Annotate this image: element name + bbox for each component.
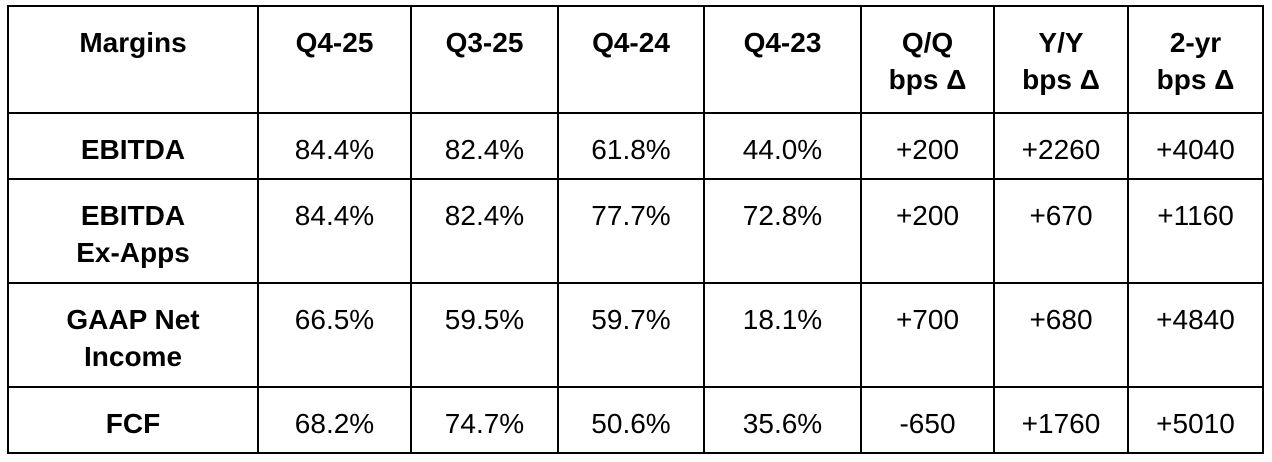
cell: +2260 — [993, 112, 1129, 180]
cell: +700 — [860, 282, 995, 388]
cell: +4840 — [1127, 282, 1264, 388]
cell: 18.1% — [703, 282, 862, 388]
cell: +1160 — [1127, 178, 1264, 284]
header-cell: Q4-23 — [703, 5, 862, 114]
cell: 74.7% — [410, 386, 559, 454]
table-row: EBITDA 84.4% 82.4% 61.8% 44.0% +200 +2260 +4040 — [7, 112, 1264, 180]
cell: 61.8% — [557, 112, 705, 180]
margins-table: Margins Q4-25 Q3-25 Q4-24 Q4-23 Q/Q bps Δ Y/Y … — [7, 5, 1264, 454]
cell: 84.4% — [257, 178, 412, 284]
cell: 44.0% — [703, 112, 862, 180]
row-label: EBITDA — [7, 112, 259, 180]
cell: 82.4% — [410, 112, 559, 180]
table-row: FCF 68.2% 74.7% 50.6% 35.6% -650 +1760 +5010 — [7, 386, 1264, 454]
cell: -650 — [860, 386, 995, 454]
cell: +670 — [993, 178, 1129, 284]
cell: +1760 — [993, 386, 1129, 454]
table-row: GAAP Net Income 66.5% 59.5% 59.7% 18.1% +700 +… — [7, 282, 1264, 388]
cell: 84.4% — [257, 112, 412, 180]
cell: +4040 — [1127, 112, 1264, 180]
cell: +200 — [860, 178, 995, 284]
header-cell: Margins — [7, 5, 259, 114]
cell: +680 — [993, 282, 1129, 388]
cell: 77.7% — [557, 178, 705, 284]
cell: 35.6% — [703, 386, 862, 454]
cell: 82.4% — [410, 178, 559, 284]
cell: +200 — [860, 112, 995, 180]
header-cell: Q4-25 — [257, 5, 412, 114]
cell: +5010 — [1127, 386, 1264, 454]
cell: 72.8% — [703, 178, 862, 284]
cell: 66.5% — [257, 282, 412, 388]
row-label: EBITDA Ex-Apps — [7, 178, 259, 284]
table-body: EBITDA 84.4% 82.4% 61.8% 44.0% +200 +2260 +4040… — [7, 112, 1264, 454]
header-cell: Q4-24 — [557, 5, 705, 114]
header-row: Margins Q4-25 Q3-25 Q4-24 Q4-23 Q/Q bps Δ Y/Y … — [7, 5, 1264, 114]
header-cell: Q3-25 — [410, 5, 559, 114]
cell: 59.7% — [557, 282, 705, 388]
header-cell: Y/Y bps Δ — [993, 5, 1129, 114]
header-cell: 2-yr bps Δ — [1127, 5, 1264, 114]
row-label: FCF — [7, 386, 259, 454]
row-label: GAAP Net Income — [7, 282, 259, 388]
cell: 68.2% — [257, 386, 412, 454]
cell: 59.5% — [410, 282, 559, 388]
cell: 50.6% — [557, 386, 705, 454]
header-cell: Q/Q bps Δ — [860, 5, 995, 114]
table-row: EBITDA Ex-Apps 84.4% 82.4% 77.7% 72.8% +200 +6… — [7, 178, 1264, 284]
